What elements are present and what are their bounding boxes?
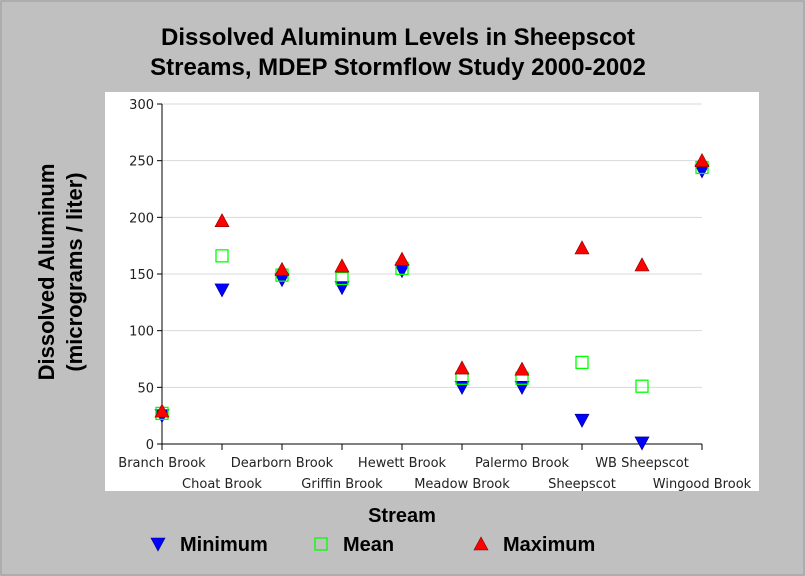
maximum-point (274, 261, 290, 276)
minimum-point (574, 413, 590, 428)
x-ticks: Branch Brook Choat Brook Dearborn Brook Gri… (118, 444, 752, 492)
minimum-point (214, 283, 230, 298)
x-tick-label: Branch Brook (118, 456, 206, 471)
data-points (154, 153, 710, 451)
maximum-point (574, 240, 590, 255)
maximum-point (394, 251, 410, 266)
y-ticks: 0 50 100 150 200 250 300 (129, 98, 162, 453)
y-axis-label-line1: Dissolved Aluminum (34, 164, 59, 381)
x-tick-label: Wingood Brook (653, 477, 752, 492)
y-tick-label: 100 (129, 325, 154, 340)
x-tick-label: Griffin Brook (301, 477, 383, 492)
maximum-point (454, 360, 470, 375)
x-tick-label: Hewett Brook (358, 456, 447, 471)
y-tick-label: 250 (129, 155, 154, 170)
chart-title-line1: Dissolved Aluminum Levels in Sheepscot (161, 24, 635, 51)
chart-title-line2: Streams, MDEP Stormflow Study 2000-2002 (150, 54, 646, 81)
legend-minimum-marker (150, 537, 166, 552)
maximum-point (334, 258, 350, 273)
maximum-point (214, 213, 230, 228)
y-tick-label: 0 (146, 438, 154, 453)
maximum-point (514, 361, 530, 376)
y-tick-label: 50 (137, 381, 154, 396)
x-axis-label: Stream (368, 505, 436, 527)
y-tick-label: 150 (129, 268, 154, 283)
x-tick-label: Choat Brook (182, 477, 262, 492)
mean-point (215, 249, 229, 263)
legend-maximum-label: Maximum (503, 534, 595, 556)
x-tick-label: Meadow Brook (414, 477, 510, 492)
y-axis-label-line2: (micrograms / liter) (62, 172, 87, 371)
mean-point (575, 355, 589, 370)
y-tick-label: 200 (129, 211, 154, 226)
x-tick-label: WB Sheepscot (595, 456, 689, 471)
legend: Minimum Mean Maximum (150, 534, 595, 556)
legend-mean-label: Mean (343, 534, 394, 556)
legend-maximum-marker (473, 536, 489, 551)
x-tick-label: Palermo Brook (475, 456, 570, 471)
x-tick-label: Sheepscot (548, 477, 616, 492)
maximum-point (634, 257, 650, 272)
plot-area (105, 92, 759, 491)
maximum-point (694, 153, 710, 167)
mean-point (635, 379, 649, 393)
legend-minimum-label: Minimum (180, 534, 268, 556)
x-tick-label: Dearborn Brook (231, 456, 334, 471)
y-tick-label: 300 (129, 98, 154, 113)
maximum-point (154, 403, 170, 418)
mean-point (335, 271, 349, 286)
gridlines (162, 103, 702, 388)
legend-mean-marker (314, 537, 328, 551)
minimum-point (634, 436, 650, 451)
